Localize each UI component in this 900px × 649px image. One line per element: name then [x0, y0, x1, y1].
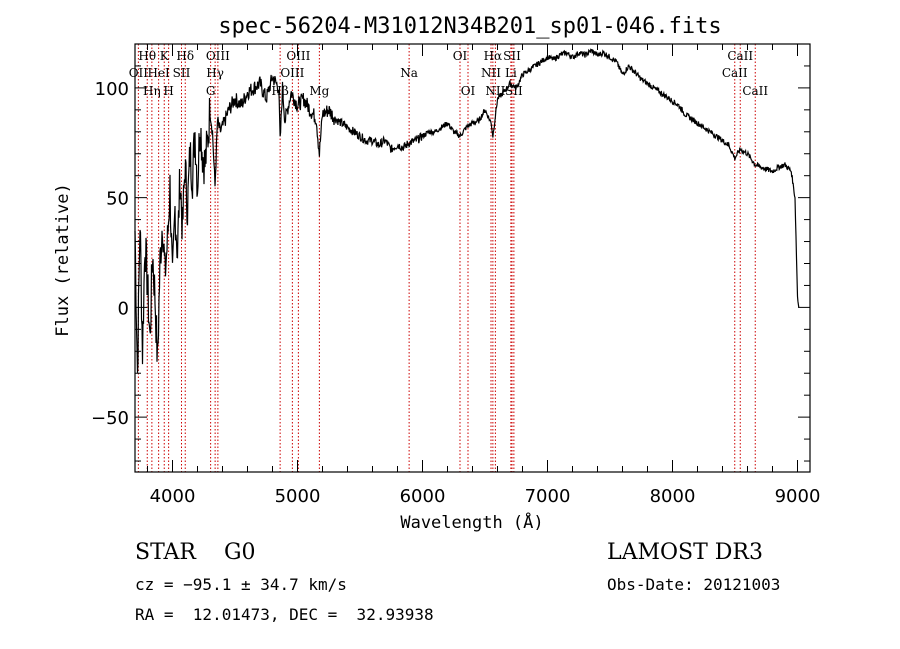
emission-line-label: HeI	[147, 66, 170, 80]
emission-line-label: Li	[505, 66, 517, 80]
emission-line-label: K	[160, 49, 170, 63]
x-tick-label: 7000	[525, 486, 571, 507]
emission-line-label: OIII	[280, 66, 304, 80]
emission-line-label: CaII	[722, 66, 748, 80]
emission-line-label: G	[206, 84, 216, 98]
emission-line-label: Hθ	[138, 49, 156, 63]
x-axis-ticks: 4000 5000 6000 7000 8000 9000	[147, 44, 821, 507]
x-tick-label: 4000	[150, 486, 196, 507]
sky-coordinates: RA = 12.01473, DEC = 32.93938	[135, 605, 434, 624]
y-axis-label: Flux (relative)	[53, 183, 73, 337]
emission-line-label: Na	[400, 66, 418, 80]
emission-line-label: OIII	[286, 49, 310, 63]
spectrum-chart: spec-56204-M31012N34B201_sp01-046.fits H…	[53, 14, 821, 533]
emission-line-label: Hη	[143, 84, 161, 98]
x-axis-label: Wavelength (Å)	[400, 511, 543, 533]
emission-line-label: Hδ	[176, 49, 194, 63]
emission-line-label: SII	[173, 66, 191, 80]
emission-line-label: Hγ	[206, 66, 224, 80]
emission-line-markers	[137, 44, 756, 472]
emission-line-label: Hβ	[271, 84, 288, 98]
emission-line-label: H	[163, 84, 173, 98]
survey-name: LAMOST DR3	[607, 540, 763, 565]
emission-line-label: Hα	[484, 49, 503, 63]
x-tick-label: 8000	[650, 486, 696, 507]
flux-series-line	[134, 48, 800, 373]
y-tick-label: 50	[106, 189, 129, 210]
x-tick-label: 6000	[400, 486, 446, 507]
chart-title: spec-56204-M31012N34B201_sp01-046.fits	[218, 14, 721, 39]
emission-line-label: OI	[453, 49, 468, 63]
y-axis-ticks: −50 0 50 100	[91, 43, 810, 462]
observation-date: Obs-Date: 20121003	[607, 575, 781, 594]
emission-line-label: OIII	[206, 49, 230, 63]
emission-line-label: CaII	[742, 84, 768, 98]
y-tick-label: 0	[118, 298, 129, 319]
x-tick-label: 5000	[275, 486, 321, 507]
redshift-readout: cz = −95.1 ± 34.7 km/s	[135, 575, 347, 594]
x-tick-label: 9000	[775, 486, 821, 507]
emission-line-label: SII	[505, 84, 523, 98]
y-tick-label: −50	[91, 408, 129, 429]
emission-line-label: OII	[129, 66, 149, 80]
emission-line-label: OI	[461, 84, 476, 98]
plot-frame	[134, 43, 811, 473]
emission-line-label: NII	[481, 66, 501, 80]
y-tick-label: 100	[95, 79, 129, 100]
emission-line-label: SII	[503, 49, 521, 63]
star-classification: STAR G0	[135, 540, 256, 565]
emission-line-label: CaII	[727, 49, 753, 63]
emission-line-label: Mg	[309, 84, 329, 98]
